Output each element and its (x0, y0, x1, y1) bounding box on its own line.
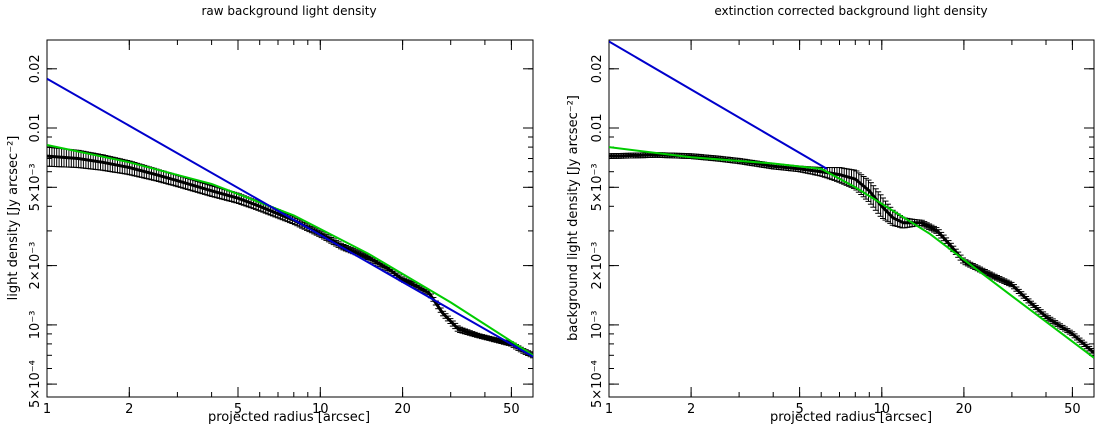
green-fit-line (609, 146, 1094, 359)
x-tick-label: 20 (394, 402, 411, 417)
y-tick-label: 5×10⁻⁴ (590, 360, 605, 408)
right-plot-area (609, 40, 1094, 359)
right-x-axis-label: projected radius [arcsec] (770, 410, 932, 425)
x-tick-label: 1 (605, 402, 613, 417)
left-y-axis-label: light density [Jy arcsec⁻²] (6, 136, 21, 301)
blue-fit-line (609, 40, 828, 170)
y-tick-label: 10⁻³ (28, 311, 43, 340)
right-x-tick-labels: 1 2 5 10 20 50 (605, 402, 1081, 417)
y-tick-label: 5×10⁻³ (28, 163, 43, 211)
y-tick-label: 5×10⁻³ (590, 163, 605, 211)
series-group (47, 77, 533, 359)
left-ticks (46, 40, 534, 397)
x-tick-label: 5 (234, 402, 242, 417)
y-tick-label: 2×10⁻³ (28, 242, 43, 290)
right-y-tick-labels: 5×10⁻⁴ 10⁻³ 2×10⁻³ 5×10⁻³ 0.01 0.02 (590, 54, 605, 408)
x-tick-label: 20 (956, 402, 973, 417)
y-tick-label: 10⁻³ (590, 311, 605, 340)
x-tick-label: 1 (43, 402, 51, 417)
y-tick-label: 0.02 (28, 54, 43, 83)
blue-fit-line (47, 77, 533, 358)
left-chart-title: raw background light density (201, 4, 376, 18)
y-tick-label: 5×10⁻⁴ (28, 360, 43, 408)
right-y-axis-label: background light density [Jy arcsec⁻²] (566, 95, 581, 341)
right-chart-title: extinction corrected background light de… (714, 4, 987, 18)
right-ticks (608, 40, 1095, 397)
series-group (609, 40, 1094, 359)
left-x-tick-labels: 1 2 5 10 20 50 (43, 402, 520, 417)
x-tick-label: 2 (687, 402, 695, 417)
left-panel: raw background light density 1 2 5 10 20 50 5… (6, 4, 534, 425)
right-plot-frame (608, 39, 1095, 398)
y-tick-label: 0.01 (590, 114, 605, 143)
y-tick-label: 0.01 (28, 114, 43, 143)
left-plot-frame (46, 39, 534, 398)
left-x-axis-label: projected radius [arcsec] (208, 410, 370, 425)
y-tick-label: 0.02 (590, 54, 605, 83)
data-series-line (47, 154, 533, 357)
x-tick-label: 50 (1064, 402, 1081, 417)
x-tick-label: 10 (312, 402, 329, 417)
x-tick-label: 2 (125, 402, 133, 417)
x-tick-label: 5 (795, 402, 803, 417)
green-fit-line (47, 144, 533, 357)
left-y-tick-labels: 5×10⁻⁴ 10⁻³ 2×10⁻³ 5×10⁻³ 0.01 0.02 (28, 54, 43, 408)
y-tick-label: 2×10⁻³ (590, 242, 605, 290)
left-plot-area (47, 77, 533, 359)
right-panel: extinction corrected background light de… (566, 4, 1095, 425)
x-tick-label: 50 (503, 402, 520, 417)
x-tick-label: 10 (874, 402, 891, 417)
